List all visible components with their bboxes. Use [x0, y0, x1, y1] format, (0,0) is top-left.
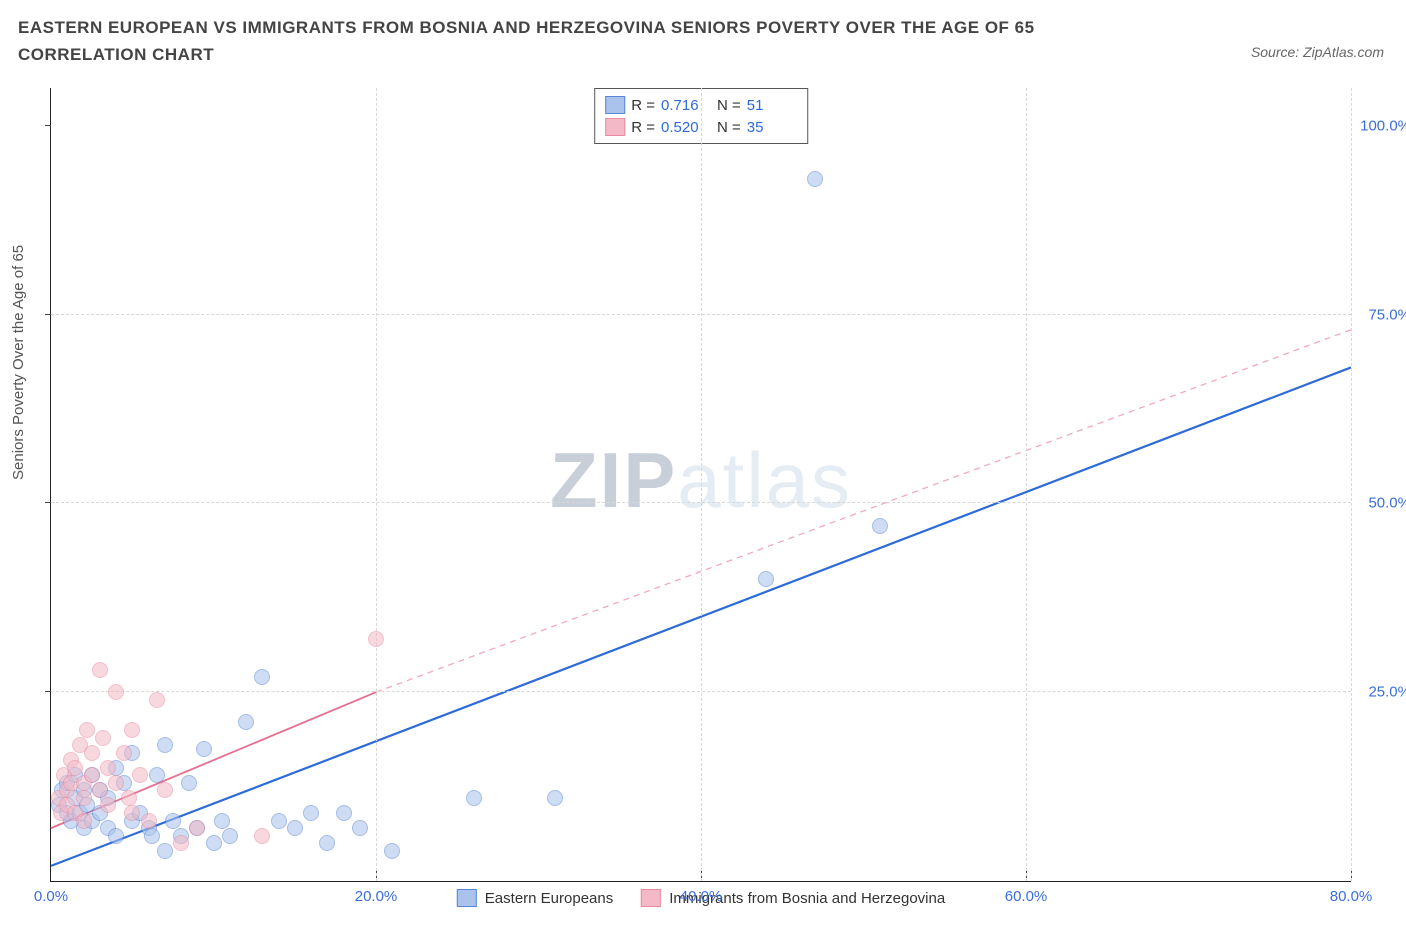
data-point-eastern: [157, 737, 173, 753]
data-point-eastern: [144, 828, 160, 844]
y-tick-label: 100.0%: [1360, 117, 1406, 134]
data-point-eastern: [196, 741, 212, 757]
data-point-eastern: [807, 171, 823, 187]
data-point-eastern: [181, 775, 197, 791]
data-point-bosnia: [79, 722, 95, 738]
x-tick-label: 40.0%: [680, 888, 723, 905]
data-point-bosnia: [121, 790, 137, 806]
gridline-vertical: [1026, 88, 1027, 881]
y-tick-mark: [45, 502, 51, 503]
data-point-eastern: [149, 767, 165, 783]
data-point-bosnia: [124, 805, 140, 821]
y-tick-label: 50.0%: [1368, 495, 1406, 512]
data-point-bosnia: [157, 782, 173, 798]
data-point-bosnia: [76, 813, 92, 829]
gridline-vertical: [376, 88, 377, 881]
scatter-plot: ZIPatlas R =0.716N =51R =0.520N =35 East…: [50, 88, 1351, 882]
header: EASTERN EUROPEAN VS IMMIGRANTS FROM BOSN…: [18, 14, 1388, 68]
y-tick-label: 25.0%: [1368, 684, 1406, 701]
data-point-bosnia: [84, 767, 100, 783]
legend-n-value: 35: [747, 119, 797, 136]
y-tick-mark: [45, 314, 51, 315]
legend-swatch: [457, 889, 477, 907]
data-point-bosnia: [92, 662, 108, 678]
gridline-vertical: [701, 88, 702, 881]
data-point-bosnia: [132, 767, 148, 783]
data-point-eastern: [214, 813, 230, 829]
data-point-eastern: [303, 805, 319, 821]
legend-swatch: [605, 96, 625, 114]
legend-n-value: 51: [747, 97, 797, 114]
y-tick-mark: [45, 691, 51, 692]
data-point-bosnia: [368, 631, 384, 647]
y-tick-label: 75.0%: [1368, 306, 1406, 323]
data-point-eastern: [238, 714, 254, 730]
x-tick-label: 60.0%: [1005, 888, 1048, 905]
legend-swatch: [605, 118, 625, 136]
data-point-eastern: [466, 790, 482, 806]
data-point-bosnia: [84, 745, 100, 761]
x-tick-label: 0.0%: [34, 888, 68, 905]
data-point-bosnia: [116, 745, 132, 761]
legend-r-value: 0.716: [661, 97, 711, 114]
data-point-bosnia: [95, 730, 111, 746]
data-point-eastern: [222, 828, 238, 844]
data-point-bosnia: [149, 692, 165, 708]
chart-title: EASTERN EUROPEAN VS IMMIGRANTS FROM BOSN…: [18, 14, 1118, 68]
data-point-eastern: [287, 820, 303, 836]
x-tick-label: 80.0%: [1330, 888, 1373, 905]
legend-r-value: 0.520: [661, 119, 711, 136]
data-point-eastern: [254, 669, 270, 685]
data-point-eastern: [872, 518, 888, 534]
legend-r-label: R =: [631, 119, 655, 136]
data-point-bosnia: [124, 722, 140, 738]
data-point-eastern: [319, 835, 335, 851]
source-attribution: Source: ZipAtlas.com: [1251, 44, 1384, 60]
data-point-bosnia: [67, 760, 83, 776]
data-point-eastern: [384, 843, 400, 859]
data-point-eastern: [157, 843, 173, 859]
data-point-bosnia: [141, 813, 157, 829]
series-legend-label: Eastern Europeans: [485, 890, 613, 907]
data-point-eastern: [165, 813, 181, 829]
data-point-bosnia: [76, 790, 92, 806]
y-axis-label: Seniors Poverty Over the Age of 65: [10, 245, 27, 480]
y-tick-mark: [45, 125, 51, 126]
x-tick-label: 20.0%: [355, 888, 398, 905]
data-point-eastern: [547, 790, 563, 806]
data-point-eastern: [206, 835, 222, 851]
legend-r-label: R =: [631, 97, 655, 114]
legend-swatch: [641, 889, 661, 907]
data-point-bosnia: [100, 797, 116, 813]
data-point-bosnia: [254, 828, 270, 844]
legend-n-label: N =: [717, 97, 741, 114]
legend-n-label: N =: [717, 119, 741, 136]
gridline-vertical: [1351, 88, 1352, 881]
data-point-bosnia: [108, 684, 124, 700]
data-point-bosnia: [100, 760, 116, 776]
data-point-bosnia: [173, 835, 189, 851]
series-legend-item: Eastern Europeans: [457, 889, 613, 907]
data-point-bosnia: [189, 820, 205, 836]
data-point-eastern: [271, 813, 287, 829]
data-point-eastern: [108, 828, 124, 844]
data-point-bosnia: [108, 775, 124, 791]
data-point-eastern: [336, 805, 352, 821]
data-point-bosnia: [92, 782, 108, 798]
data-point-eastern: [352, 820, 368, 836]
data-point-eastern: [758, 571, 774, 587]
